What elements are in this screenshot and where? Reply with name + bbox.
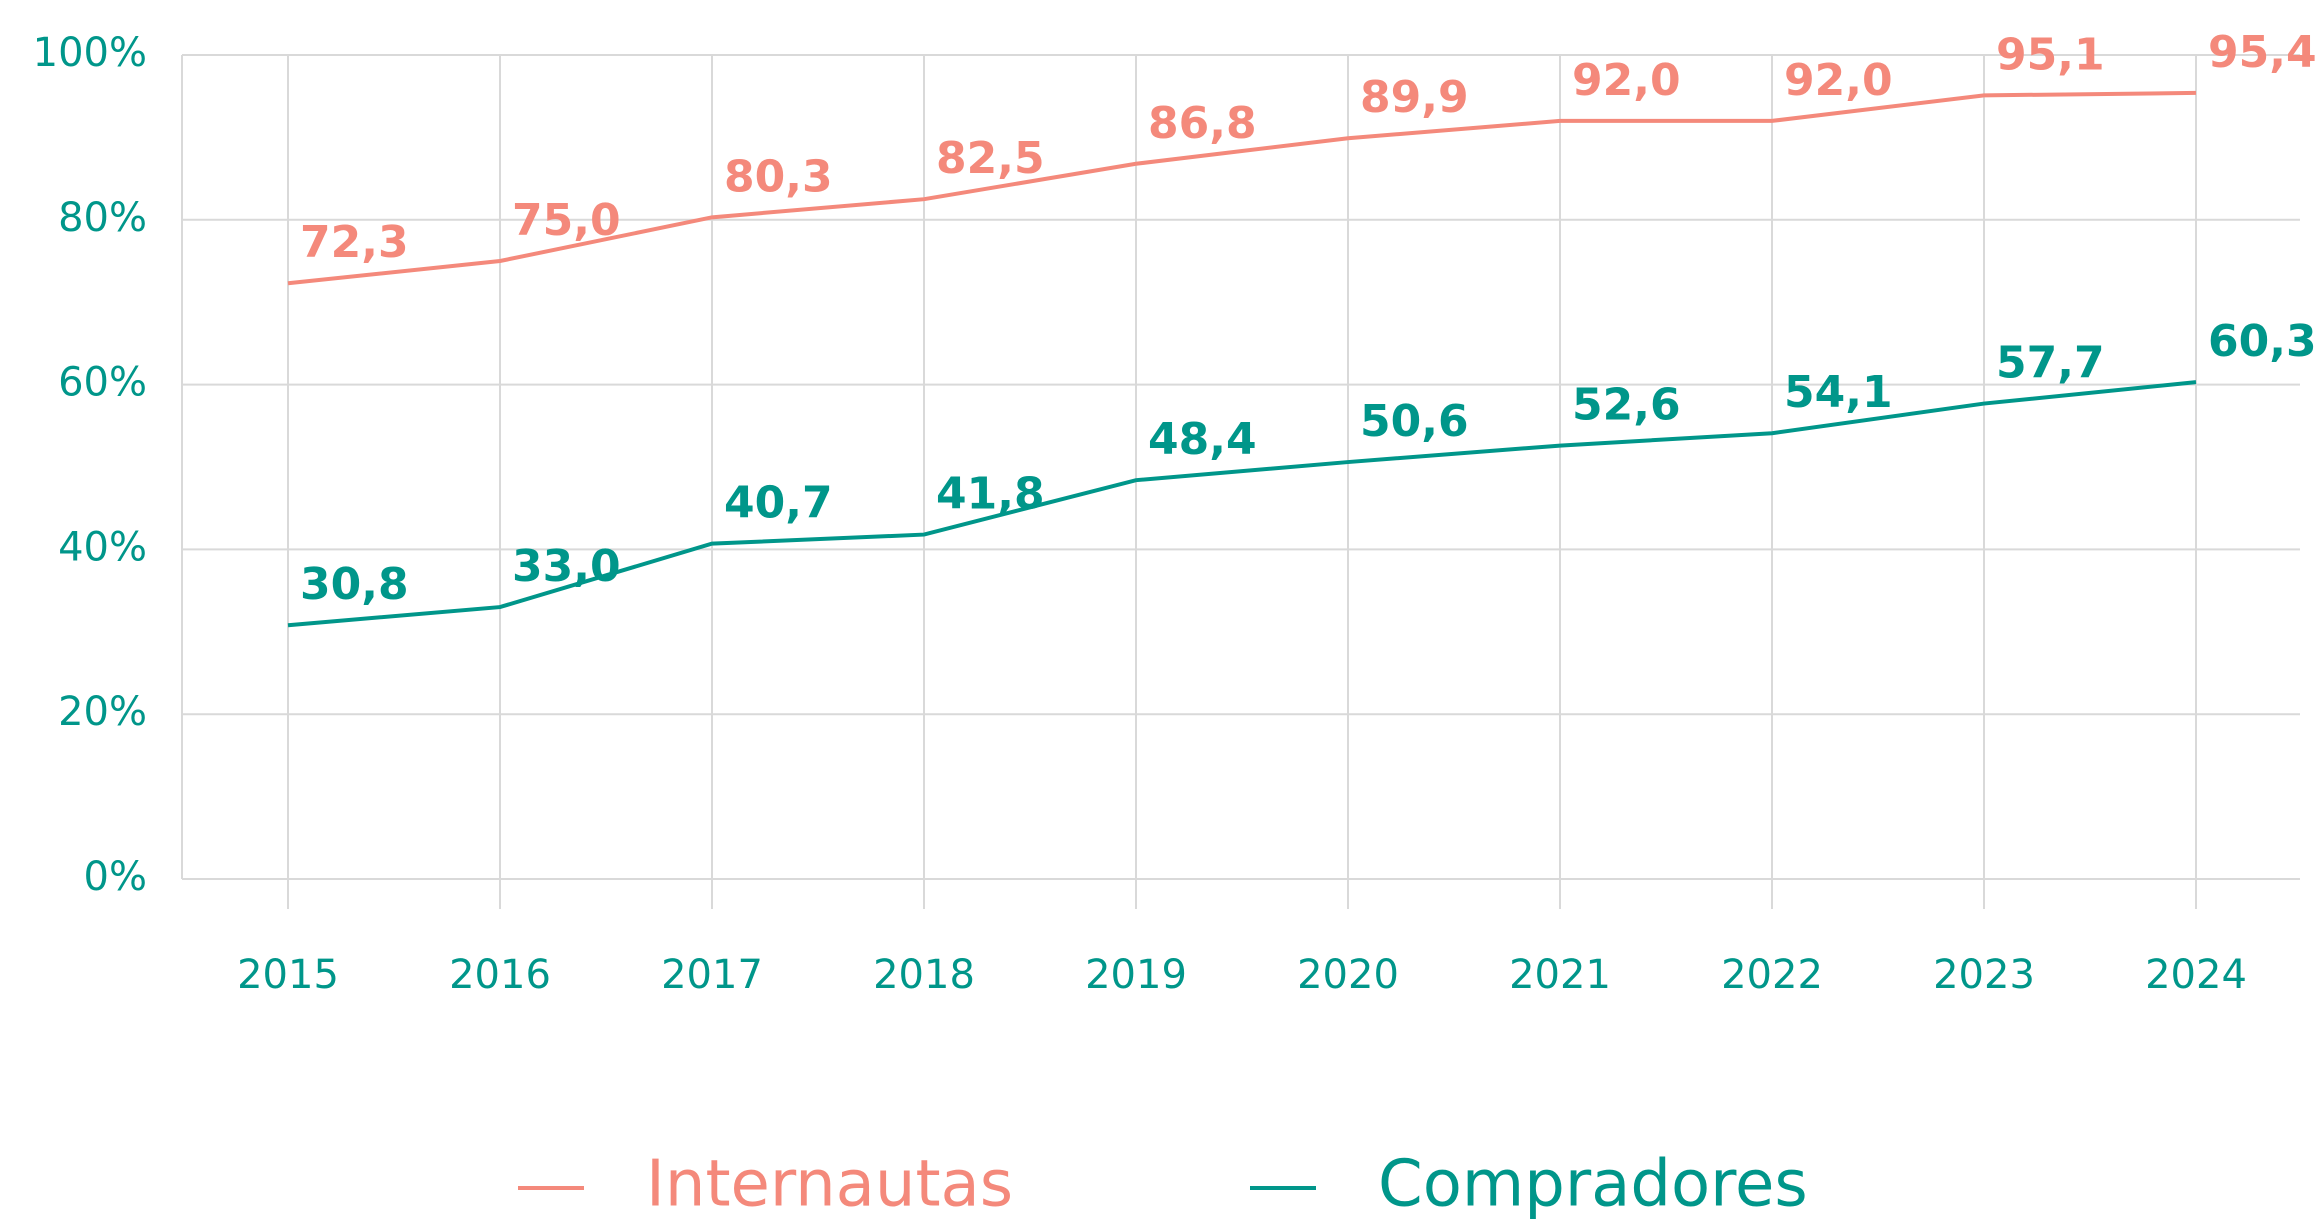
y-tick-label: 100% [33,30,147,76]
data-label: 52,6 [1572,380,1681,431]
data-label: 75,0 [512,195,621,246]
data-label: 80,3 [724,151,833,202]
series-line [287,380,2197,628]
data-label: 48,4 [1148,414,1257,465]
data-label: 57,7 [1996,338,2105,389]
x-tick-label: 2017 [661,952,763,998]
x-tick-label: 2019 [1085,952,1187,998]
data-label: 95,4 [2208,27,2317,78]
x-tick-label: 2021 [1509,952,1611,998]
data-label: 86,8 [1148,98,1257,149]
x-tick-label: 2023 [1933,952,2035,998]
data-label: 60,3 [2208,316,2317,367]
y-tick-label: 20% [58,689,147,735]
data-label: 89,9 [1360,72,1469,123]
data-label: 30,8 [300,559,409,610]
y-tick-label: 0% [84,854,147,900]
data-label: 72,3 [300,217,409,268]
y-tick-label: 60% [58,360,147,406]
series-line [287,90,2197,286]
data-label: 41,8 [936,469,1045,520]
y-tick-label: 40% [58,524,147,570]
data-label: 40,7 [724,478,833,529]
data-label: 33,0 [512,541,621,592]
data-label: 54,1 [1784,367,1893,418]
data-label: 92,0 [1784,55,1893,106]
x-tick-label: 2024 [2145,952,2247,998]
data-label: 82,5 [936,133,1045,184]
x-tick-label: 2015 [237,952,339,998]
y-tick-label: 80% [58,195,147,241]
x-tick-label: 2016 [449,952,551,998]
data-label: 50,6 [1360,396,1469,447]
x-tick-label: 2018 [873,952,975,998]
data-label: 95,1 [1996,29,2105,80]
legend-label: Internautas [646,1148,1013,1222]
x-tick-label: 2022 [1721,952,1823,998]
x-tick-label: 2020 [1297,952,1399,998]
data-label: 92,0 [1572,55,1681,106]
legend-label: Compradores [1378,1148,1808,1222]
